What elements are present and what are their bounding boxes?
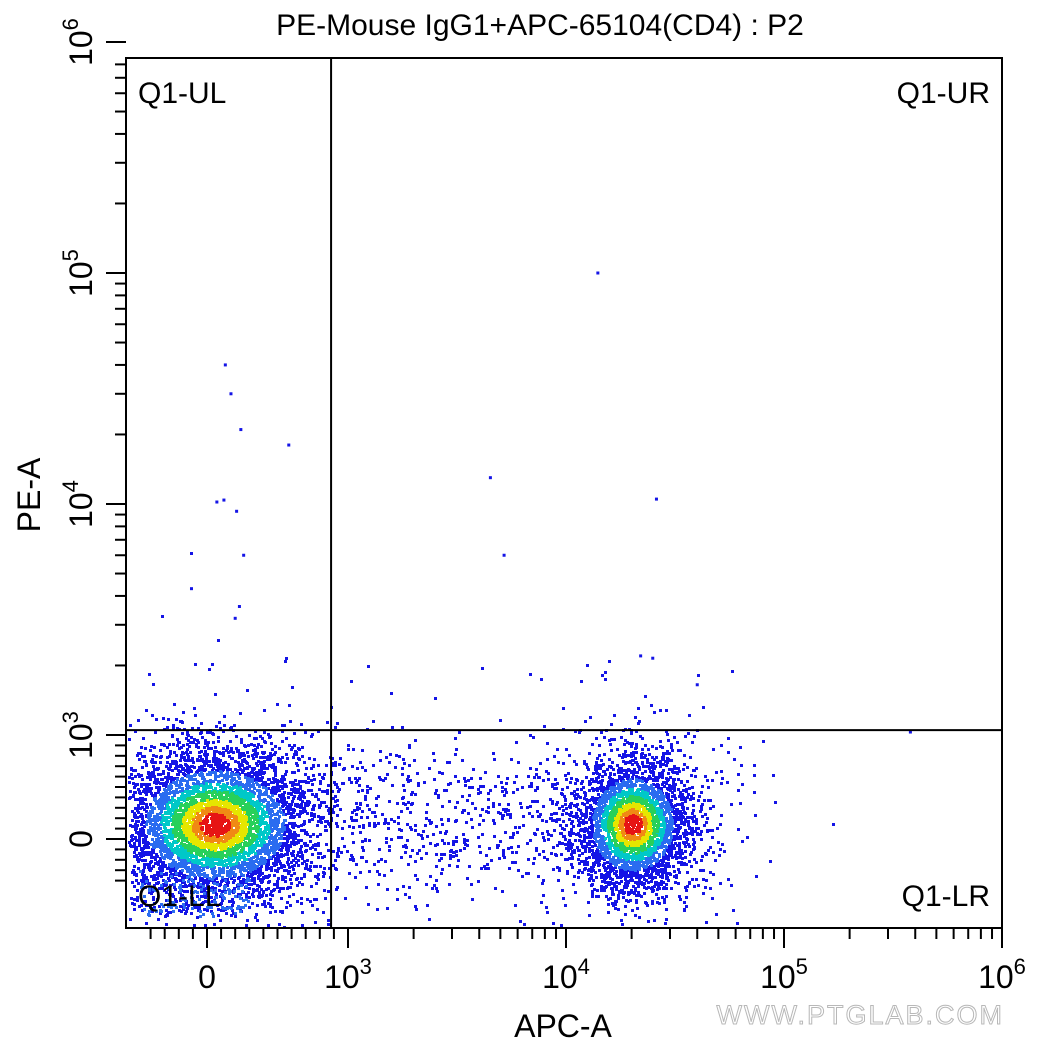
- y-axis: 0 103 104 105 106: [58, 18, 126, 882]
- quadrant-label-ur: Q1-UR: [897, 77, 990, 110]
- density-layer-4: [181, 799, 653, 852]
- y-tick-label: 104: [58, 480, 99, 528]
- outlier-point: [223, 363, 227, 367]
- outlier-point: [235, 509, 239, 513]
- y-tick-label: 103: [58, 711, 99, 759]
- x-tick-label: 0: [198, 959, 216, 995]
- outlier-point: [639, 654, 643, 658]
- outlier-point: [287, 443, 291, 447]
- outlier-point: [189, 587, 193, 591]
- data-points: [128, 271, 912, 929]
- x-tick-label: 106: [978, 954, 1026, 995]
- outlier-point: [651, 656, 655, 660]
- y-tick-label: 0: [63, 830, 99, 848]
- outlier-point: [233, 616, 237, 620]
- density-layer-0: [128, 552, 835, 929]
- y-tick-label: 106: [58, 18, 99, 66]
- outlier-point: [596, 271, 600, 275]
- outlier-point: [695, 683, 699, 687]
- outlier-point: [502, 553, 506, 557]
- outlier-point: [908, 730, 912, 734]
- density-layer-3: [171, 790, 660, 859]
- x-tick-label: 105: [760, 954, 808, 995]
- outlier-point: [239, 428, 243, 432]
- outlier-point: [654, 497, 658, 501]
- x-axis-label: APC-A: [514, 1008, 612, 1044]
- density-layer-1: [139, 770, 674, 918]
- x-axis: 0 103 104 105 106: [149, 928, 1026, 995]
- outlier-point: [229, 392, 233, 396]
- x-tick-label: 104: [542, 954, 590, 995]
- outlier-point: [222, 498, 226, 502]
- chart-title: PE-Mouse IgG1+APC-65104(CD4) : P2: [276, 9, 804, 42]
- outlier-point: [488, 476, 492, 480]
- outlier-point: [237, 604, 241, 608]
- x-tick-label: 103: [324, 954, 372, 995]
- plot-frame: [125, 57, 1003, 929]
- watermark: WWW.PTGLAB.COM: [717, 1000, 1005, 1030]
- y-tick-label: 105: [58, 249, 99, 297]
- y-axis-label: PE-A: [11, 457, 47, 532]
- quadrant-label-lr: Q1-LR: [902, 880, 990, 913]
- quadrant-label-ll: Q1-LL: [138, 880, 221, 913]
- outlier-point: [215, 500, 219, 504]
- outlier-point: [242, 553, 246, 557]
- quadrant-label-ul: Q1-UL: [138, 77, 226, 110]
